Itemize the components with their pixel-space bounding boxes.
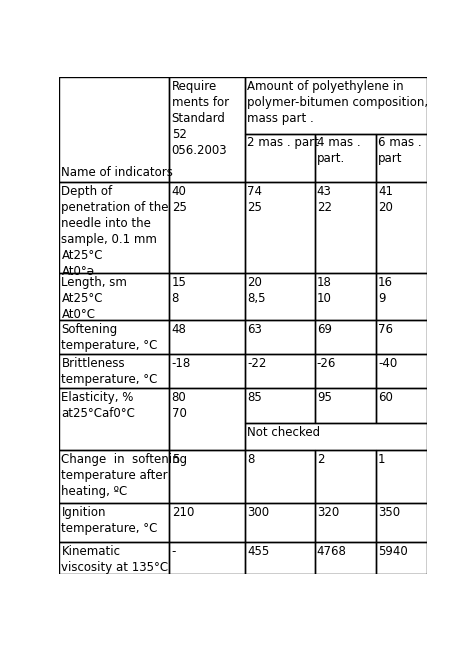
- Text: Ignition
temperature, °C: Ignition temperature, °C: [62, 506, 158, 535]
- Text: 300: 300: [247, 506, 269, 519]
- Bar: [245, 542, 315, 574]
- Bar: [376, 134, 427, 182]
- Bar: [169, 319, 245, 353]
- Bar: [169, 353, 245, 388]
- Bar: [315, 450, 376, 503]
- Text: 210: 210: [172, 506, 194, 519]
- Text: Depth of
penetration of the
needle into the
sample, 0.1 mm
At25°C
At0°ə: Depth of penetration of the needle into …: [62, 185, 169, 278]
- Text: 43
22: 43 22: [317, 185, 332, 214]
- Text: 16
9: 16 9: [378, 277, 393, 306]
- Bar: [376, 388, 427, 424]
- Bar: [376, 450, 427, 503]
- Text: Change  in  softening
temperature after
heating, ºC: Change in softening temperature after he…: [62, 453, 188, 498]
- Bar: [169, 542, 245, 574]
- Text: 48: 48: [172, 322, 187, 335]
- Bar: [315, 542, 376, 574]
- Bar: [59, 273, 169, 319]
- Bar: [59, 388, 169, 450]
- Text: 85: 85: [247, 391, 262, 404]
- Bar: [59, 503, 169, 542]
- Text: 41
20: 41 20: [378, 185, 393, 214]
- Bar: [59, 450, 169, 503]
- Bar: [376, 542, 427, 574]
- Bar: [169, 503, 245, 542]
- Bar: [169, 450, 245, 503]
- Text: -18: -18: [172, 357, 191, 370]
- Text: 1: 1: [378, 453, 386, 466]
- Text: 2: 2: [317, 453, 324, 466]
- Bar: [315, 388, 376, 424]
- Bar: [245, 134, 315, 182]
- Bar: [245, 450, 315, 503]
- Text: Require
ments for
Standard
52
056.2003: Require ments for Standard 52 056.2003: [172, 81, 229, 157]
- Text: 4768: 4768: [317, 544, 346, 557]
- Bar: [169, 273, 245, 319]
- Text: 74
25: 74 25: [247, 185, 262, 214]
- Text: 69: 69: [317, 322, 332, 335]
- Bar: [245, 424, 427, 450]
- Text: 320: 320: [317, 506, 339, 519]
- Text: Kinematic
viscosity at 135°C: Kinematic viscosity at 135°C: [62, 544, 169, 573]
- Text: 6 mas .
part: 6 mas . part: [378, 137, 422, 166]
- Bar: [315, 273, 376, 319]
- Text: 95: 95: [317, 391, 332, 404]
- Text: 350: 350: [378, 506, 400, 519]
- Bar: [315, 182, 376, 273]
- Text: Brittleness
temperature, °C: Brittleness temperature, °C: [62, 357, 158, 386]
- Bar: [376, 503, 427, 542]
- Bar: [376, 319, 427, 353]
- Bar: [315, 503, 376, 542]
- Text: -: -: [172, 544, 176, 557]
- Bar: [59, 353, 169, 388]
- Bar: [169, 388, 245, 450]
- Bar: [245, 388, 315, 424]
- Bar: [245, 273, 315, 319]
- Text: -40: -40: [378, 357, 397, 370]
- Bar: [376, 273, 427, 319]
- Bar: [59, 77, 169, 182]
- Text: 455: 455: [247, 544, 269, 557]
- Bar: [59, 542, 169, 574]
- Bar: [169, 182, 245, 273]
- Bar: [245, 353, 315, 388]
- Bar: [245, 319, 315, 353]
- Text: 8: 8: [247, 453, 255, 466]
- Text: 76: 76: [378, 322, 393, 335]
- Text: Not checked: Not checked: [247, 426, 320, 439]
- Text: 63: 63: [247, 322, 262, 335]
- Bar: [315, 353, 376, 388]
- Bar: [245, 182, 315, 273]
- Text: 15
8: 15 8: [172, 277, 187, 306]
- Bar: [169, 77, 245, 182]
- Bar: [376, 353, 427, 388]
- Text: Softening
temperature, °C: Softening temperature, °C: [62, 322, 158, 352]
- Text: 40
25: 40 25: [172, 185, 187, 214]
- Bar: [315, 319, 376, 353]
- Bar: [376, 182, 427, 273]
- Text: -26: -26: [317, 357, 336, 370]
- Bar: [245, 503, 315, 542]
- Text: 5: 5: [172, 453, 179, 466]
- Text: -22: -22: [247, 357, 266, 370]
- Text: 5940: 5940: [378, 544, 408, 557]
- Bar: [245, 77, 427, 134]
- Text: 60: 60: [378, 391, 393, 404]
- Text: Amount of polyethylene in
polymer-bitumen composition,
mass part .: Amount of polyethylene in polymer-bitume…: [247, 81, 428, 125]
- Text: Name of indicators: Name of indicators: [62, 166, 173, 179]
- Text: 80
70: 80 70: [172, 391, 187, 420]
- Bar: [59, 182, 169, 273]
- Bar: [59, 319, 169, 353]
- Text: Elasticity, %
at25°Caf0°C: Elasticity, % at25°Caf0°C: [62, 391, 136, 420]
- Bar: [315, 134, 376, 182]
- Text: 20
8,5: 20 8,5: [247, 277, 265, 306]
- Text: 2 mas . part: 2 mas . part: [247, 137, 319, 150]
- Text: 18
10: 18 10: [317, 277, 332, 306]
- Text: Length, sm
At25°C
At0°C: Length, sm At25°C At0°C: [62, 277, 128, 321]
- Text: 4 mas .
part.: 4 mas . part.: [317, 137, 360, 166]
